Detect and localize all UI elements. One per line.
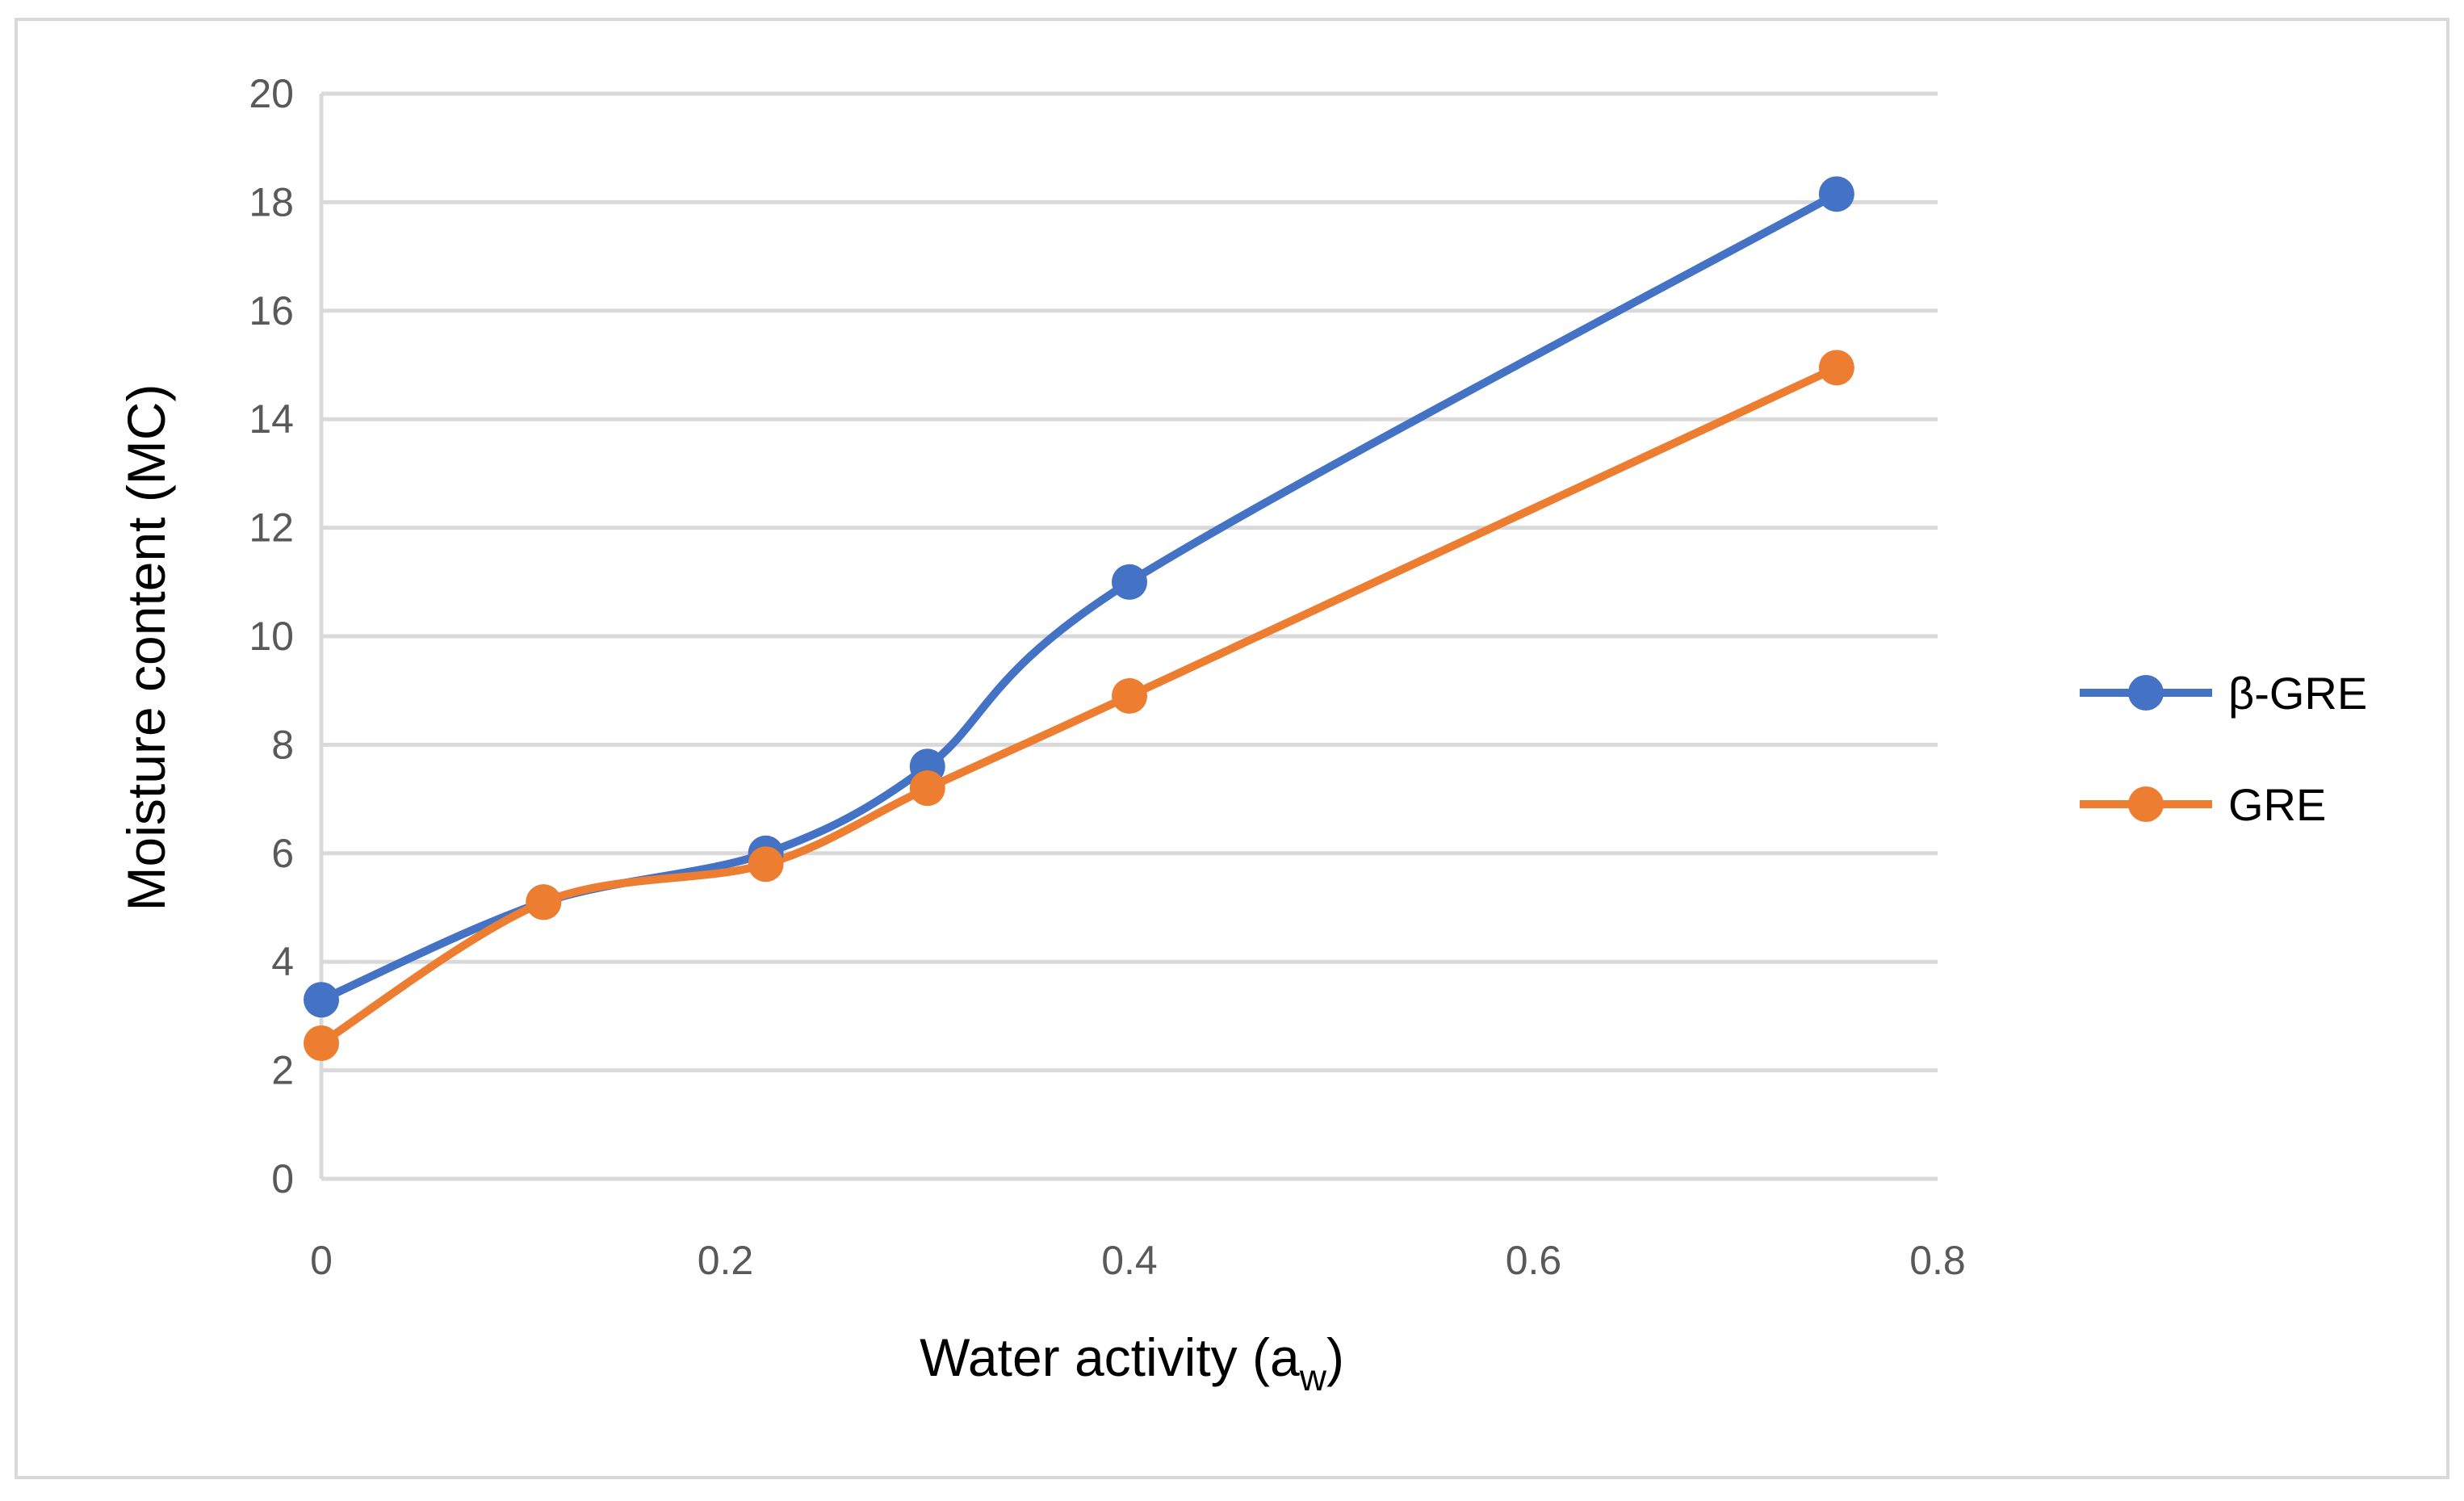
y-tick-label: 0 xyxy=(271,1156,294,1201)
data-point-gre xyxy=(1818,176,1854,212)
data-point-gre xyxy=(1112,677,1147,714)
legend-label-gre: β-GRE xyxy=(2228,668,2367,719)
data-point-gre xyxy=(1112,564,1147,600)
data-point-gre xyxy=(748,846,784,883)
x-axis-title-subscript: w xyxy=(1299,1356,1327,1398)
x-axis-title-suffix: ) xyxy=(1326,1327,1344,1387)
gridlines xyxy=(321,91,1938,1073)
x-tick-label: 0.8 xyxy=(1909,1238,1966,1283)
data-point-gre xyxy=(526,884,562,920)
y-tick-label: 2 xyxy=(271,1048,294,1093)
legend-swatch-marker-gre xyxy=(2128,675,2164,711)
x-tick-label: 0.4 xyxy=(1101,1238,1158,1283)
y-axis-title: Moisture content (MC) xyxy=(116,384,176,912)
legend-label-gre: GRE xyxy=(2228,779,2326,830)
data-point-gre xyxy=(909,770,945,807)
y-tick-label: 16 xyxy=(249,288,294,333)
x-tick-label: 0.6 xyxy=(1506,1238,1562,1283)
y-tick-labels: 0 2 4 6 8 10 12 14 16 18 20 xyxy=(249,71,294,1201)
y-tick-label: 4 xyxy=(271,939,294,984)
data-point-gre xyxy=(304,1025,339,1061)
x-tick-label: 0.2 xyxy=(698,1238,754,1283)
y-tick-label: 18 xyxy=(249,179,294,224)
data-point-gre xyxy=(1818,350,1854,386)
data-point-gre xyxy=(304,982,339,1018)
chart-border xyxy=(15,18,2449,1479)
x-tick-label: 0 xyxy=(310,1238,333,1283)
series-markers xyxy=(304,176,1854,1061)
legend: β-GRE GRE xyxy=(2080,668,2367,830)
y-tick-label: 10 xyxy=(249,614,294,659)
y-tick-label: 6 xyxy=(271,831,294,876)
x-tick-labels: 0 0.2 0.4 0.6 0.8 xyxy=(310,1238,1966,1283)
x-axis-title-main: Water activity (a xyxy=(920,1327,1300,1387)
legend-swatch-marker-gre xyxy=(2128,786,2164,822)
y-tick-label: 12 xyxy=(249,505,294,551)
y-tick-label: 8 xyxy=(271,722,294,767)
y-tick-label: 14 xyxy=(249,396,294,442)
y-tick-label: 20 xyxy=(249,71,294,116)
x-axis-title: Water activity (aw) xyxy=(920,1327,1344,1398)
